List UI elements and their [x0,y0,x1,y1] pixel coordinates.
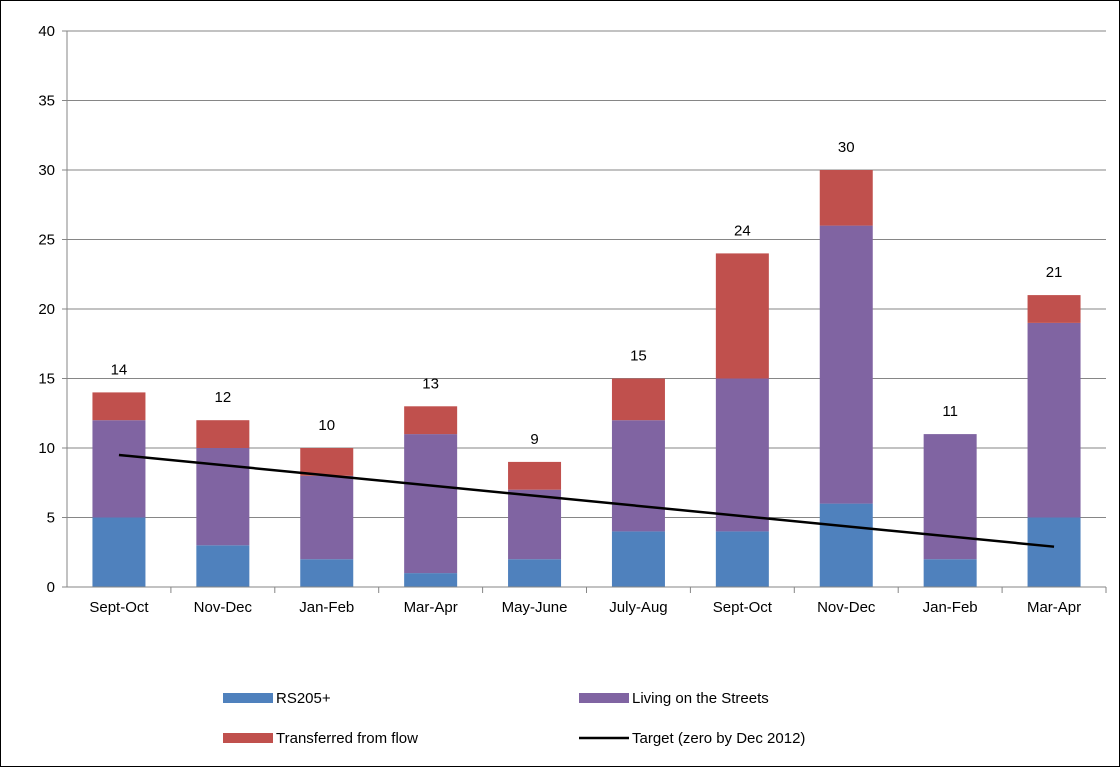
bar-segment [1027,322,1081,518]
x-axis: Sept-Oct Nov-Dec Jan-Feb Mar-Apr May-June Jul… [67,586,1107,616]
bar-segment [611,378,665,421]
bars [92,170,1081,587]
bar-segment [92,517,146,587]
y-tick-label: 35 [38,93,55,110]
legend-swatch [579,693,629,703]
total-label: 30 [838,139,855,156]
bar-segment [92,420,146,518]
bar-segment [508,489,562,560]
legend: RS205+ Living on the Streets Transferred f… [223,690,805,747]
bar-segment [819,170,873,226]
legend-swatch [223,733,273,743]
x-tick-label: Jan-Feb [923,599,978,616]
y-tick-label: 15 [38,371,55,388]
bar-segment [819,225,873,504]
bar-segment [404,406,458,435]
legend-label: Target (zero by Dec 2012) [632,730,805,747]
bar-segment [92,392,146,421]
y-tick-label: 20 [38,301,55,318]
bar-segment [819,503,873,587]
y-tick-label: 10 [38,440,55,457]
bar-segment [196,420,250,448]
x-tick-label: Sept-Oct [713,599,773,616]
y-tick-label: 40 [38,23,55,40]
bar-segment [300,559,354,587]
x-tick-label: Mar-Apr [404,599,458,616]
bar-segment [715,531,769,587]
bar-segment [611,420,665,532]
total-label: 12 [215,389,232,406]
bar-segment [404,573,458,587]
bar-segment [404,434,458,574]
total-label: 15 [630,348,647,365]
total-label: 13 [422,375,439,392]
bar-segment [300,448,354,476]
data-labels: 14 12 10 13 9 15 24 30 11 21 [111,139,1063,448]
legend-label: RS205+ [276,690,331,707]
bar-segment [923,559,977,587]
y-tick-label: 5 [47,510,55,527]
total-label: 21 [1046,264,1063,281]
x-tick-label: May-June [502,599,568,616]
legend-swatch [223,693,273,703]
x-tick-label: Mar-Apr [1027,599,1081,616]
bar-segment [196,545,250,587]
total-label: 11 [942,403,958,420]
bar-segment [715,378,769,532]
total-label: 10 [318,417,335,434]
x-tick-label: Nov-Dec [817,599,876,616]
bar-segment [508,559,562,587]
x-tick-label: Jan-Feb [299,599,354,616]
y-axis: 0 5 10 15 20 25 30 35 40 [38,23,68,596]
bar-segment [611,531,665,587]
legend-label: Living on the Streets [632,690,769,707]
y-tick-label: 25 [38,232,55,249]
legend-label: Transferred from flow [276,730,418,747]
target-line [118,453,1055,548]
x-tick-label: Nov-Dec [194,599,253,616]
total-label: 9 [530,431,538,448]
bar-segment [715,253,769,379]
y-tick-label: 0 [47,579,55,596]
bar-segment [300,475,354,560]
bar-segment [508,461,562,490]
total-label: 24 [734,222,751,239]
bar-segment [1027,517,1081,587]
y-tick-label: 30 [38,162,55,179]
bar-segment [923,434,977,560]
total-label: 14 [111,361,128,378]
x-tick-label: Sept-Oct [89,599,149,616]
target-line-group [118,453,1055,548]
bar-segment [1027,295,1081,323]
x-tick-label: July-Aug [609,599,667,616]
